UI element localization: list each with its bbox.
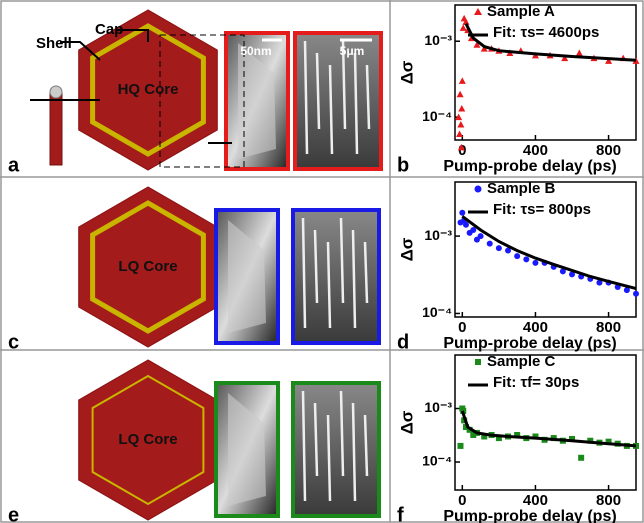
x-tick-label: 800 (596, 319, 621, 336)
x-axis-title: Pump-probe delay (ps) (443, 508, 616, 523)
x-tick-label: 400 (523, 319, 548, 336)
data-point (523, 256, 529, 262)
core-label: HQ Core (118, 81, 179, 98)
y-axis-title: Δσ (397, 410, 416, 434)
rod-cap (50, 86, 62, 98)
data-point (478, 233, 484, 239)
core-label: LQ Core (118, 431, 177, 448)
data-point (457, 443, 463, 449)
y-axis-title: Δσ (397, 237, 416, 261)
panel-letter: c (8, 331, 19, 353)
panel-letter: b (397, 154, 409, 176)
y-tick-label: 10⁻³ (424, 399, 452, 415)
panel-letter: a (8, 154, 20, 176)
data-point (514, 253, 520, 259)
x-tick-label: 0 (458, 319, 466, 336)
data-point (578, 455, 584, 461)
x-axis-title: Pump-probe delay (ps) (443, 158, 616, 175)
x-tick-label: 800 (596, 142, 621, 159)
legend-label: Fit: τs= 800ps (493, 201, 591, 218)
data-point (459, 77, 466, 84)
legend-label: Sample A (487, 3, 555, 20)
data-point (459, 210, 465, 216)
scale-label: 5μm (340, 44, 365, 58)
x-tick-label: 400 (523, 142, 548, 159)
panel-letter: f (397, 504, 404, 523)
y-tick-label: 10⁻⁴ (422, 108, 452, 124)
legend-label: Sample B (487, 180, 556, 197)
panel-letter: e (8, 504, 19, 523)
y-tick-label: 10⁻⁴ (422, 453, 452, 469)
y-tick-label: 10⁻³ (424, 227, 452, 243)
y-axis-title: Δσ (397, 60, 416, 84)
data-point (456, 130, 463, 137)
data-point (458, 105, 465, 112)
shell-label: Shell (36, 35, 72, 52)
data-point (496, 245, 502, 251)
cap-label: Cap (95, 21, 123, 38)
legend-label: Fit: τf= 30ps (493, 374, 579, 391)
legend-symbol (474, 8, 482, 15)
data-point (576, 49, 583, 56)
x-axis-title: Pump-probe delay (ps) (443, 335, 616, 352)
legend-symbol (475, 359, 481, 365)
data-point (633, 291, 639, 297)
data-point (463, 222, 469, 228)
rod (50, 93, 62, 165)
scale-label: 50nm (240, 44, 271, 58)
data-point (457, 121, 464, 128)
y-tick-label: 10⁻⁴ (422, 304, 452, 320)
legend-label: Sample C (487, 353, 556, 370)
x-tick-label: 0 (458, 142, 466, 159)
x-tick-label: 800 (596, 492, 621, 509)
legend-label: Fit: τs= 4600ps (493, 24, 599, 41)
data-point (457, 91, 464, 98)
core-label: LQ Core (118, 258, 177, 275)
y-tick-label: 10⁻³ (424, 32, 452, 48)
data-point (487, 241, 493, 247)
legend-symbol (475, 186, 482, 193)
figure: HQ Core a Shell Cap 50nm 5μm LQ Core c LQ Core e 1… (0, 0, 644, 523)
data-point (532, 260, 538, 266)
x-tick-label: 0 (458, 492, 466, 509)
panel-letter: d (397, 331, 409, 353)
fit-line (462, 216, 636, 288)
x-tick-label: 400 (523, 492, 548, 509)
